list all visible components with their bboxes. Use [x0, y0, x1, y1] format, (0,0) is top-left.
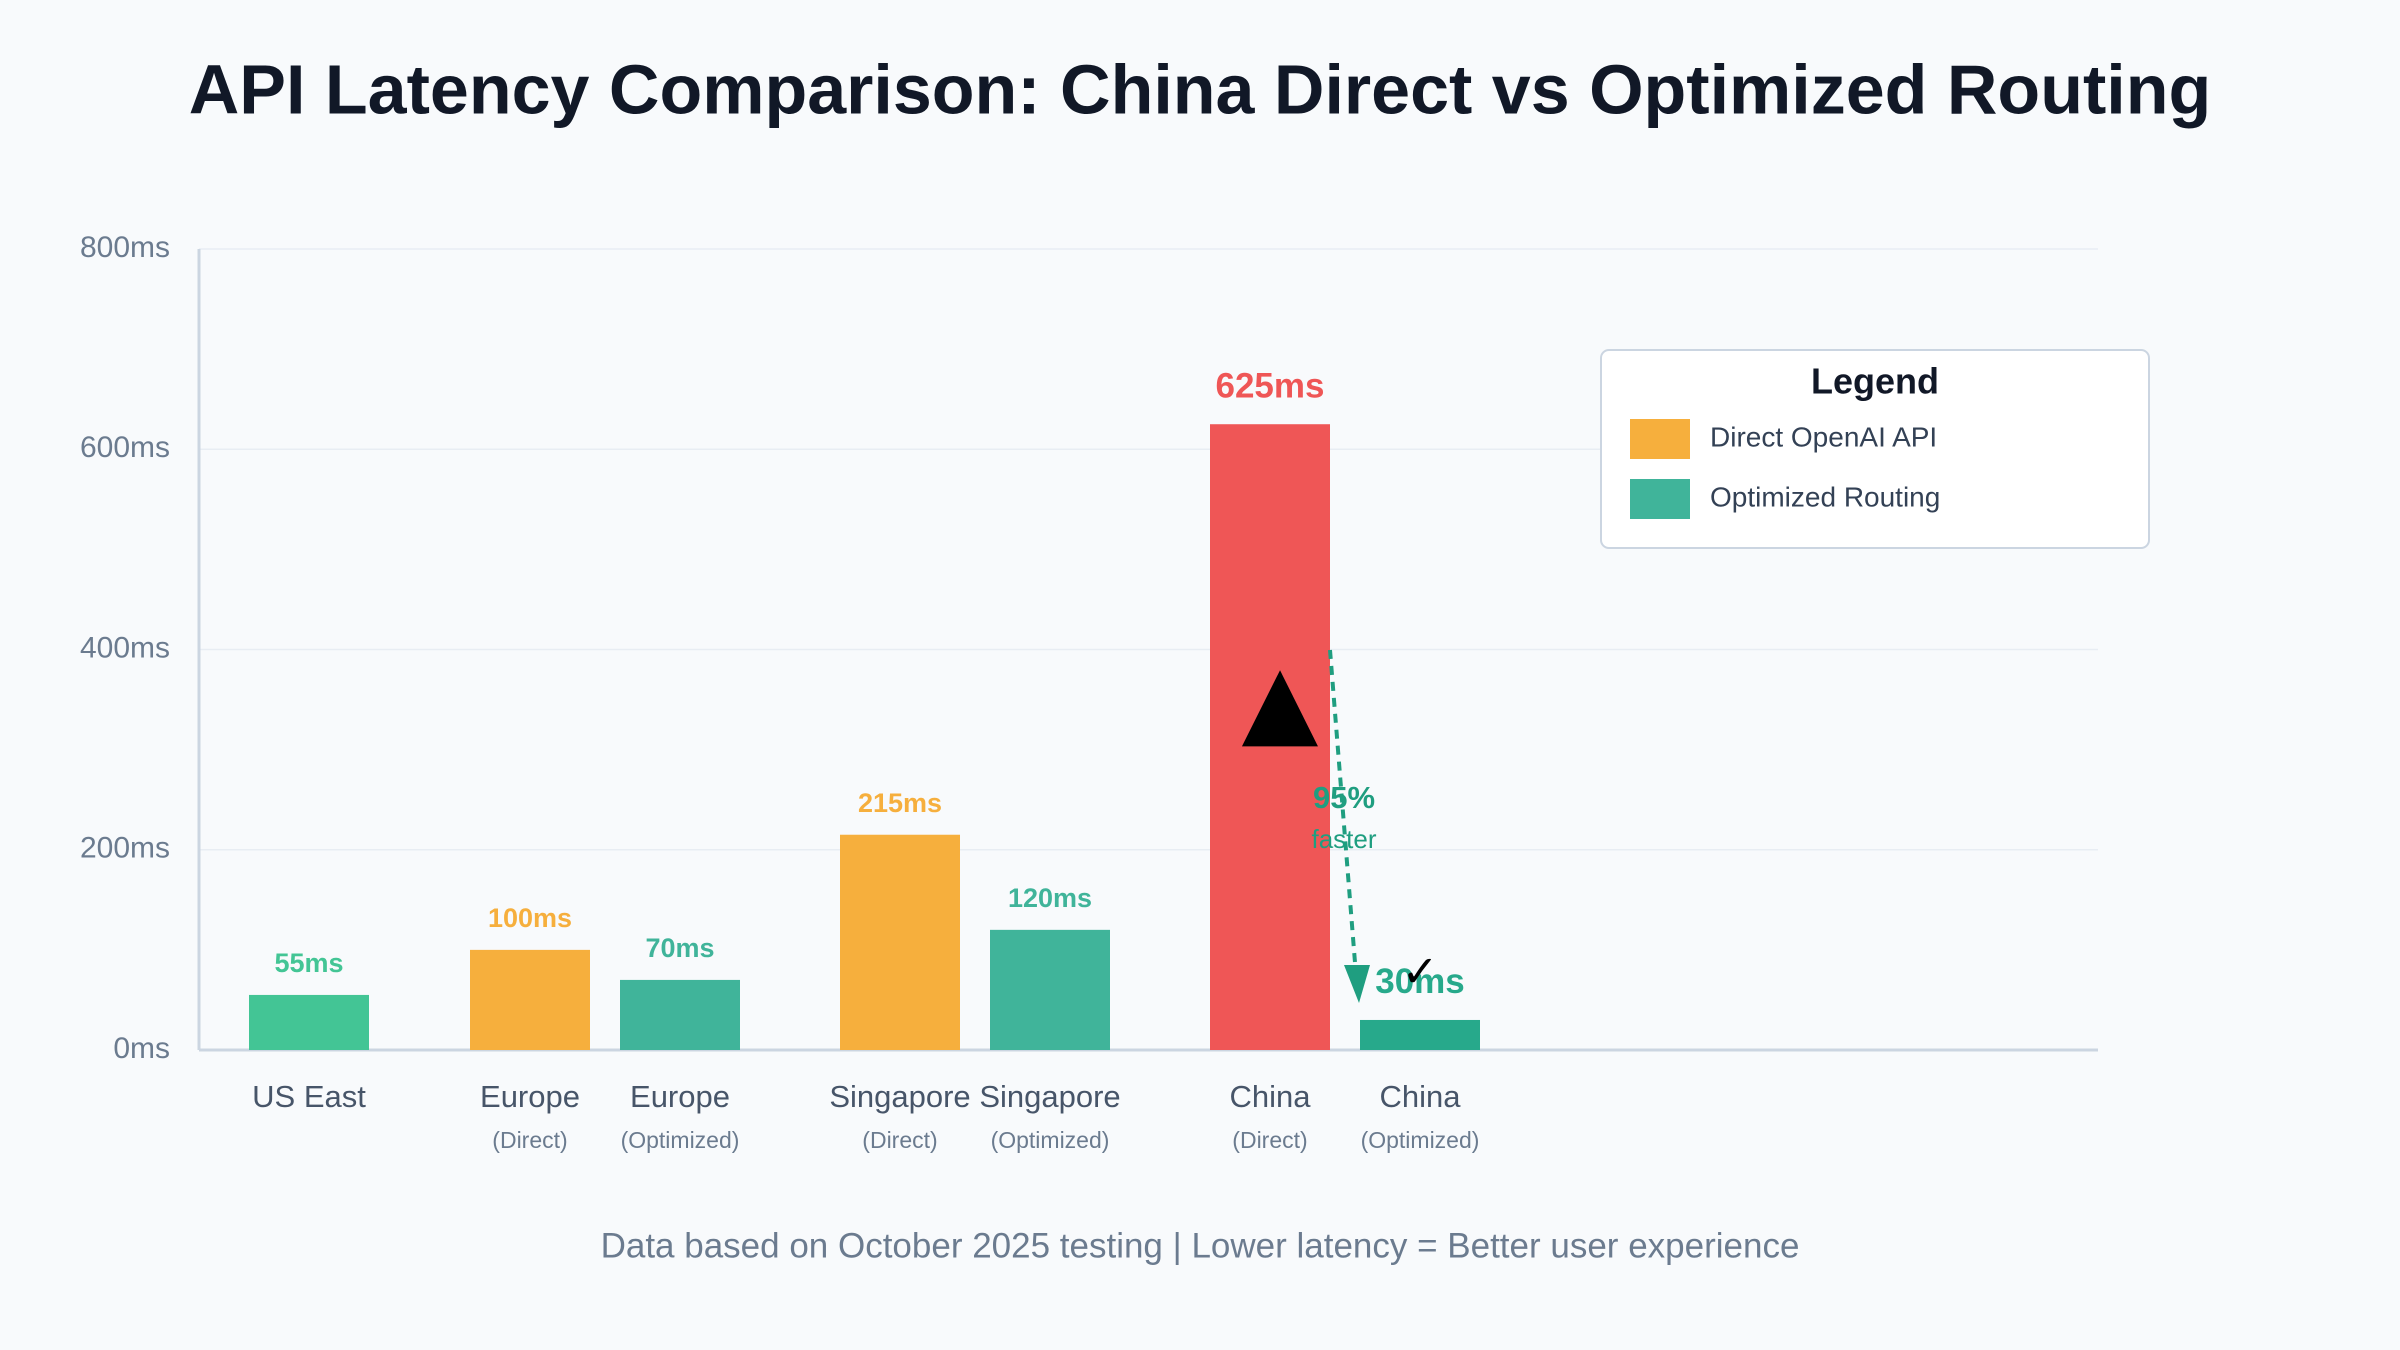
x-tick-label: Europe	[480, 1079, 580, 1114]
legend-swatch	[1630, 419, 1690, 459]
value-label: 120ms	[1008, 883, 1092, 913]
legend-label: Optimized Routing	[1710, 481, 1940, 512]
y-tick-label: 0ms	[113, 1032, 170, 1065]
y-tick-label: 400ms	[80, 631, 170, 664]
footer: Data based on October 2025 testing | Low…	[601, 1226, 1800, 1265]
value-label: 625ms	[1216, 366, 1325, 405]
improvement: 95%	[1313, 780, 1375, 815]
legend-label: Direct OpenAI API	[1710, 421, 1937, 452]
y-tick-label: 600ms	[80, 431, 170, 464]
x-tick-label: China	[1380, 1079, 1462, 1114]
bar	[840, 834, 960, 1050]
x-tick-label: US East	[252, 1079, 366, 1114]
legend-title: Legend	[1811, 361, 1939, 402]
value-label: 215ms	[858, 788, 942, 818]
value-label: 55ms	[274, 948, 343, 978]
arrow-head	[1344, 965, 1370, 1003]
x-tick-label: Singapore	[829, 1079, 970, 1114]
x-tick-note: (Optimized)	[621, 1127, 740, 1153]
y-tick-label: 200ms	[80, 832, 170, 865]
warning-icon: ▲	[1216, 628, 1345, 774]
x-tick-label: China	[1230, 1079, 1312, 1114]
improvement-note: faster	[1311, 824, 1376, 854]
bar	[249, 994, 369, 1050]
bar	[990, 929, 1110, 1050]
legend-box	[1600, 349, 2150, 549]
value-label: 100ms	[488, 903, 572, 933]
chart-title: API Latency Comparison: China Direct vs …	[189, 50, 2211, 128]
x-tick-note: (Optimized)	[991, 1127, 1110, 1153]
x-tick-label: Singapore	[979, 1079, 1120, 1114]
x-tick-note: (Optimized)	[1361, 1127, 1480, 1153]
x-tick-note: (Direct)	[862, 1127, 937, 1153]
value-label: 30ms	[1375, 962, 1465, 1001]
bar	[470, 949, 590, 1050]
improvement-arrow	[1328, 649, 1358, 976]
bar	[1360, 1019, 1480, 1050]
x-tick-label: Europe	[630, 1079, 730, 1114]
y-tick-label: 800ms	[80, 231, 170, 264]
bar	[620, 979, 740, 1050]
bar	[1210, 424, 1330, 1050]
legend-swatch	[1630, 479, 1690, 519]
check-icon: ✓	[1402, 948, 1439, 997]
x-tick-note: (Direct)	[1232, 1127, 1307, 1153]
x-tick-note: (Direct)	[492, 1127, 567, 1153]
value-label: 70ms	[645, 933, 714, 963]
